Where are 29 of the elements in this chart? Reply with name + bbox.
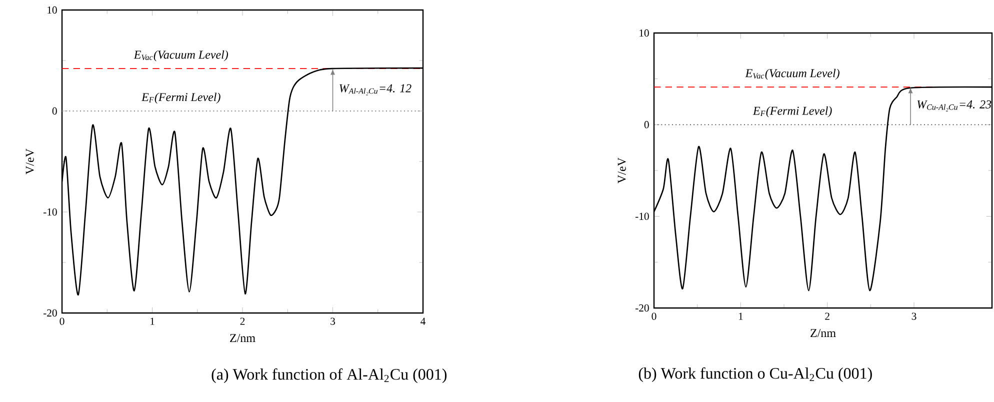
- y-tick-label: 0: [52, 107, 57, 115]
- x-axis-title: Z/nm: [230, 334, 256, 342]
- text: (b) Work function o Cu-Al$_{2}$Cu (001): [638, 367, 872, 382]
- x-tick-label: 4: [420, 318, 426, 325]
- y-tick-label: -10: [635, 212, 649, 220]
- ref-line-label: E$_{Vac}$(Vacuum Level): [745, 68, 840, 80]
- y-axis-title: V/eV: [618, 158, 626, 184]
- x-tick-label: 1: [150, 318, 154, 325]
- annotation: W$_{Cu-Al₂Cu}$=4. 23: [917, 100, 992, 112]
- x-axis-title: Z/nm: [810, 329, 836, 338]
- ref-line-label: E$_{F}$(Fermi Level): [141, 92, 220, 104]
- ref-line-label: E$_{F}$(Fermi Level): [752, 106, 832, 118]
- x-tick-label: 2: [825, 312, 830, 320]
- y-tick-label: -20: [635, 304, 649, 312]
- x-tick-label: 2: [240, 318, 245, 325]
- ref-line-label: E$_{Vac}$(Vacuum Level): [134, 50, 228, 62]
- y-tick-label: 10: [48, 6, 57, 14]
- y-tick-label: 0: [644, 121, 649, 128]
- x-tick-label: 0: [60, 318, 64, 325]
- x-tick-label: 3: [330, 318, 336, 325]
- text: (a) Work function of Al-Al$_{2}$Cu (001): [212, 368, 447, 384]
- annotation: W$_{Al-Al₂Cu}$=4. 12: [340, 84, 412, 96]
- x-tick-label: 1: [738, 312, 743, 320]
- x-tick-label: 0: [652, 312, 656, 320]
- y-tick-label: 10: [640, 29, 649, 37]
- y-tick-label: -10: [43, 208, 57, 216]
- x-tick-label: 3: [912, 312, 916, 320]
- y-axis-title: V/eV: [26, 148, 34, 174]
- y-tick-label: -20: [43, 309, 57, 317]
